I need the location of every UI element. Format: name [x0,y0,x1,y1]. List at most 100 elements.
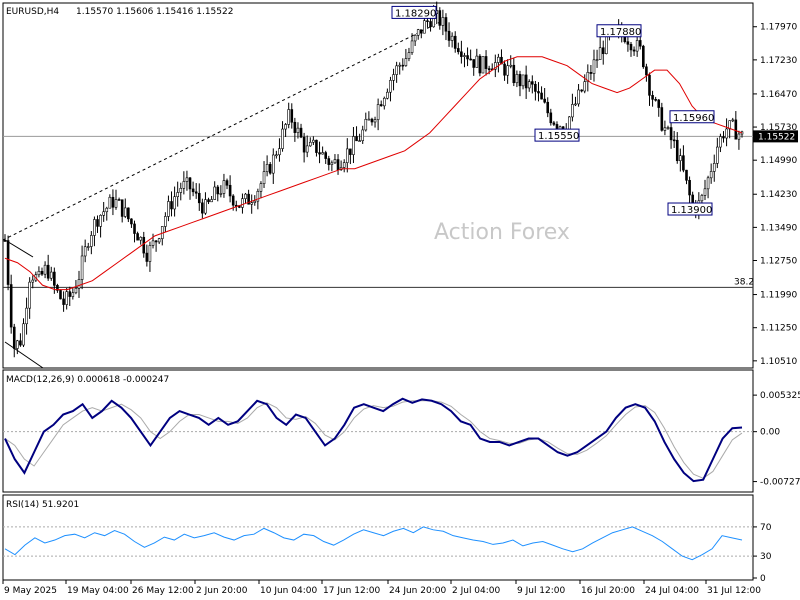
time-tick-label: 10 Jun 04:00 [260,586,317,596]
candle-body [549,112,553,124]
candle-body [142,236,146,254]
candle [287,102,290,129]
candle-body [3,240,7,242]
candle-body [716,146,719,164]
candle-body [494,62,497,70]
candle-body [660,107,664,131]
candle-body [515,74,519,84]
price-panel[interactable]: Action Forex EURUSD,H4 1.15570 1.15606 1… [2,1,798,369]
candle [648,72,651,106]
candle-body [537,91,540,94]
candle [675,132,679,164]
candle [401,58,405,71]
candle-body [364,118,368,131]
annotation-label: 1.15550 [538,131,579,142]
candle-body [669,127,673,141]
candle [308,137,312,147]
candle-body [663,127,667,131]
candle [635,34,639,57]
candle [102,201,105,222]
candle [241,193,244,214]
candle [154,239,158,252]
candle [370,117,374,126]
current-price-tag: 1.15522 [753,130,798,143]
time-tick-label: 9 Jul 12:00 [517,586,566,596]
candle-body [333,159,337,164]
candle [157,237,161,245]
candle [167,195,170,222]
candle-body [682,155,685,171]
candle [19,333,22,347]
candle-body [213,186,216,200]
rsi-panel[interactable]: RSI(14) 51.9201 70 30 0 [2,494,772,584]
candle [527,79,531,92]
candle [355,126,358,142]
trend-line-upper[interactable] [4,239,34,258]
candle [386,88,389,100]
candle [3,234,7,242]
candle [709,163,713,184]
candle [601,40,605,65]
candle [592,49,596,82]
candle [345,138,349,173]
candle [472,59,476,76]
candle [56,283,59,293]
candle [395,61,398,83]
candle [40,267,44,276]
macd-tick-label: -0.007273 [760,478,800,488]
candle [438,7,442,30]
candle [512,57,516,87]
candle [312,136,315,146]
candle-body [284,124,287,130]
candle [139,236,142,245]
rsi-panel-frame [2,494,754,581]
candle-body [308,141,312,147]
candle-body [123,207,127,217]
candle [145,244,149,267]
time-tick-label: 19 May 04:00 [67,586,129,596]
candle-body [487,68,491,70]
candle-body [305,145,309,153]
price-tick-label: 1.17230 [760,56,797,66]
candle [330,160,334,172]
candle-body [49,271,53,279]
candle-body [429,21,432,28]
candle-body [703,188,707,196]
candle-body [312,139,315,143]
candle-body [9,284,13,328]
candle [293,117,297,142]
macd-panel[interactable]: MACD(12,26,9) 0.000618 -0.000247 0.00532… [2,369,800,493]
candle-body [296,127,300,133]
candle-body [370,118,374,123]
candle-body [386,91,389,99]
candle [518,70,522,97]
candle-body [423,20,426,34]
candle-body [114,199,118,208]
macd-signal-line [4,400,743,479]
candle [62,291,65,312]
candle [595,49,599,68]
candle [444,13,448,41]
candle [37,266,41,278]
candle [719,133,722,153]
candle [453,31,457,53]
candle-body [102,211,105,216]
candle-body [373,119,377,123]
price-tick-label: 1.14990 [760,156,797,166]
candle-body [404,58,408,66]
candle [460,40,463,64]
candle-body [278,148,281,156]
candle-body [167,201,170,217]
trend-line-lower[interactable] [4,341,44,369]
candle-body [65,291,68,305]
candle [660,102,664,132]
symbol-label: EURUSD,H4 [6,7,59,17]
candle [65,288,68,310]
candle-body [176,192,179,198]
candle-body [401,64,405,67]
candle [327,155,331,171]
candle [358,133,361,142]
candle [191,181,195,197]
candle-body [349,148,352,155]
